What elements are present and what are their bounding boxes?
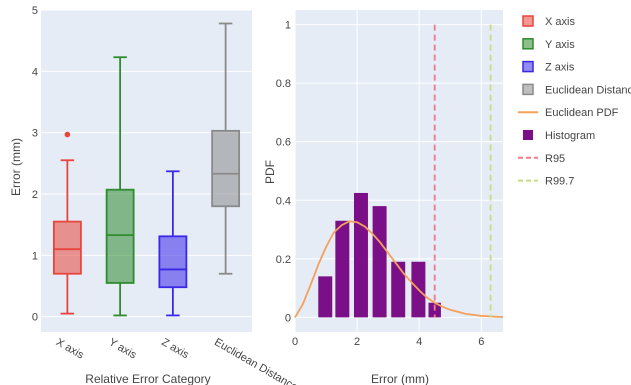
- box-iqr: [158, 235, 188, 289]
- box-x-axis-title: Relative Error Category: [85, 372, 210, 385]
- box-iqr: [211, 129, 241, 208]
- box-iqr: [105, 188, 135, 284]
- box-outlier-point: [64, 131, 71, 138]
- histogram-bar: [391, 261, 406, 318]
- pdf-y-axis-title: PDF: [263, 160, 277, 184]
- box-iqr: [52, 220, 82, 275]
- legend-swatch-x-axis: [522, 15, 534, 27]
- legend-label-x-axis: X axis: [545, 16, 575, 28]
- pdf-x-tick-label: 0: [292, 336, 298, 348]
- legend-label-euclidean-pdf: Euclidean PDF: [545, 107, 619, 119]
- histogram-bar: [318, 276, 333, 318]
- box-y-tick-label: 5: [32, 5, 38, 17]
- pdf-curve: [294, 220, 504, 318]
- box-x-tick-label: X axis: [54, 336, 86, 362]
- legend-swatch-histogram: [523, 130, 533, 140]
- pdf-x-tick-label: 6: [478, 336, 484, 348]
- box-y-axis-title: Error (mm): [9, 138, 23, 196]
- pdf-y-tick-label: 1: [285, 20, 291, 32]
- legend-label-y-axis: Y axis: [545, 39, 575, 51]
- legend-label-euclidean-distance: Euclidean Distance: [545, 84, 631, 96]
- pdf-histogram-panel: 0 2 4 6 0 0.2 0.4 0.6 0.8 1: [276, 10, 504, 348]
- legend-swatch-y-axis: [522, 38, 534, 50]
- box-y-tick-label: 0: [32, 312, 38, 324]
- legend: X axis Y axis Z axis Euclidean Distance Eucl…: [518, 15, 631, 188]
- legend-swatch-z-axis: [522, 60, 534, 73]
- box-y-tick-label: 2: [32, 189, 38, 201]
- box-y-tick-label: 1: [32, 250, 38, 262]
- pdf-y-tick-label: 0: [285, 312, 291, 324]
- histogram-bar: [353, 192, 368, 318]
- legend-swatch-euclidean-distance: [522, 83, 534, 96]
- pdf-y-tick-label: 0.2: [276, 254, 291, 266]
- pdf-x-axis-title: Error (mm): [371, 372, 429, 385]
- pdf-x-tick-label: 4: [416, 336, 422, 348]
- box-x-tick-label: Y axis: [107, 336, 139, 362]
- legend-label-r99-7: R99.7: [545, 176, 574, 188]
- box-x-tick-label: Euclidean Distance: [212, 336, 300, 385]
- pdf-x-tick-label: 2: [354, 336, 360, 348]
- box-y-tick-label: 3: [32, 128, 38, 140]
- pdf-y-tick-label: 0.4: [276, 195, 291, 207]
- box-x-tick-label: Z axis: [159, 336, 191, 361]
- legend-label-r95: R95: [545, 153, 565, 165]
- legend-label-histogram: Histogram: [545, 130, 595, 142]
- histogram-bar: [335, 220, 350, 318]
- legend-label-z-axis: Z axis: [545, 62, 575, 74]
- pdf-y-tick-label: 0.8: [276, 78, 291, 90]
- pdf-y-tick-label: 0.6: [276, 137, 291, 149]
- histogram-bar: [372, 206, 387, 318]
- box-plot-panel: 0 1 2 3 4 5 X axis Y axis Z axis Euclidean Distan…: [32, 5, 300, 385]
- box-y-tick-label: 4: [32, 66, 38, 78]
